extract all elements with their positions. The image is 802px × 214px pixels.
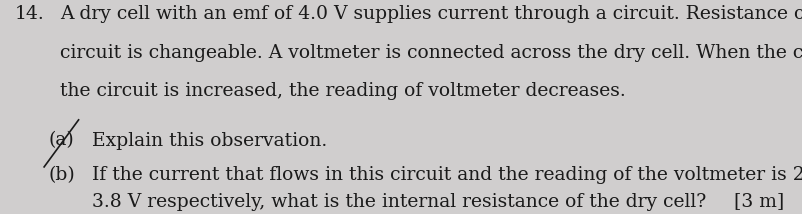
Text: (a): (a) — [48, 132, 74, 150]
Text: If the current that flows in this circuit and the reading of the voltmeter is 2.: If the current that flows in this circui… — [92, 166, 802, 184]
Text: A dry cell with an emf of 4.0 V supplies current through a circuit. Resistance o: A dry cell with an emf of 4.0 V supplies… — [60, 5, 802, 23]
Text: circuit is changeable. A voltmeter is connected across the dry cell. When the cu: circuit is changeable. A voltmeter is co… — [60, 44, 802, 62]
Text: 3.8 V respectively, what is the internal resistance of the dry cell?: 3.8 V respectively, what is the internal… — [92, 193, 707, 211]
Text: (b): (b) — [48, 166, 75, 184]
Text: Explain this observation.: Explain this observation. — [92, 132, 327, 150]
Text: [3 m]: [3 m] — [734, 193, 784, 211]
Text: 14.: 14. — [14, 5, 44, 23]
Text: the circuit is increased, the reading of voltmeter decreases.: the circuit is increased, the reading of… — [60, 82, 626, 100]
